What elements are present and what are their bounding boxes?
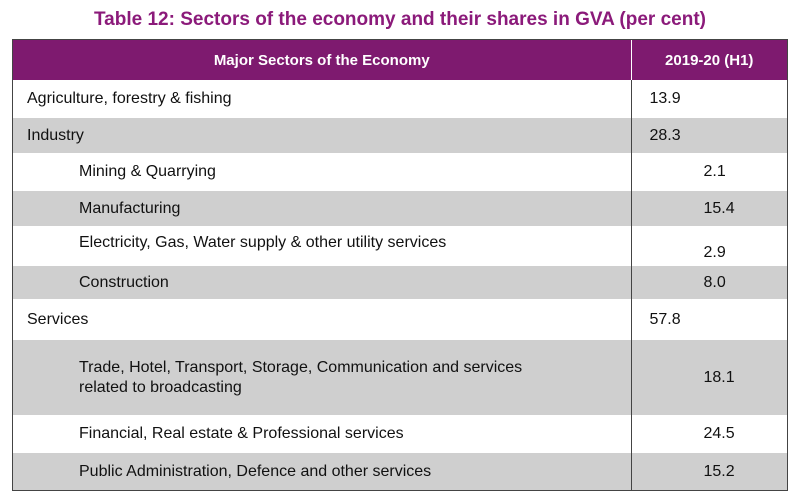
table-row: Electricity, Gas, Water supply & other u… [13,226,787,266]
header-sector: Major Sectors of the Economy [13,40,631,80]
row-value: 2.1 [631,153,787,191]
table-row: Construction 8.0 [13,266,787,299]
gva-table: Major Sectors of the Economy 2019-20 (H1… [12,39,788,491]
row-label: Manufacturing [13,191,631,226]
row-value: 24.5 [631,415,787,453]
row-label: Industry [13,118,631,153]
row-label: Electricity, Gas, Water supply & other u… [13,226,631,266]
row-value: 57.8 [631,299,787,340]
row-value: 18.1 [631,340,787,415]
table-row: Industry 28.3 [13,118,787,153]
row-label: Public Administration, Defence and other… [13,453,631,490]
row-label: Financial, Real estate & Professional se… [13,415,631,453]
row-label: Mining & Quarrying [13,153,631,191]
table-row: Financial, Real estate & Professional se… [13,415,787,453]
table-row: Public Administration, Defence and other… [13,453,787,490]
table-row: Manufacturing 15.4 [13,191,787,226]
row-value: 13.9 [631,80,787,118]
row-label-line: Trade, Hotel, Transport, Storage, Commun… [79,358,631,378]
table-row: Trade, Hotel, Transport, Storage, Commun… [13,340,787,415]
row-value: 28.3 [631,118,787,153]
row-value: 15.2 [631,453,787,490]
table-header-row: Major Sectors of the Economy 2019-20 (H1… [13,40,787,80]
row-value: 2.9 [631,226,787,266]
row-label: Trade, Hotel, Transport, Storage, Commun… [13,340,631,415]
table-title: Table 12: Sectors of the economy and the… [0,8,800,32]
table-row: Mining & Quarrying 2.1 [13,153,787,191]
table-row: Agriculture, forestry & fishing 13.9 [13,80,787,118]
row-label: Services [13,299,631,340]
row-label: Agriculture, forestry & fishing [13,80,631,118]
row-value: 15.4 [631,191,787,226]
table-row: Services 57.8 [13,299,787,340]
row-label: Construction [13,266,631,299]
header-period: 2019-20 (H1) [631,40,787,80]
row-label-line: related to broadcasting [79,378,631,398]
row-value: 8.0 [631,266,787,299]
